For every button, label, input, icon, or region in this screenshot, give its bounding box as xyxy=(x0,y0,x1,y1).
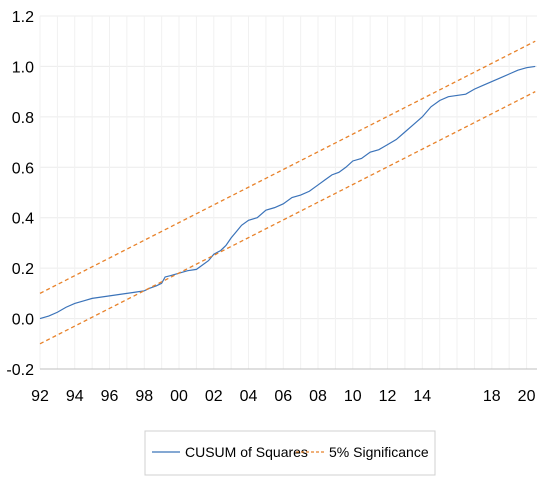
x-tick-label: 14 xyxy=(413,388,431,405)
x-tick-label: 92 xyxy=(31,388,49,405)
y-tick-label: 1.0 xyxy=(12,59,34,76)
x-tick-label: 98 xyxy=(135,388,153,405)
x-tick-label: 08 xyxy=(309,388,327,405)
grid xyxy=(39,15,537,370)
x-tick-label: 10 xyxy=(344,388,362,405)
x-tick-label: 00 xyxy=(170,388,188,405)
y-tick-label: 0.4 xyxy=(12,211,34,228)
legend-box xyxy=(144,430,436,476)
plot-area xyxy=(39,40,536,345)
x-tick-label: 12 xyxy=(379,388,397,405)
y-tick-label: 1.2 xyxy=(12,9,34,26)
legend: CUSUM of Squares 5% Significance xyxy=(144,430,436,476)
legend-label-significance: 5% Significance xyxy=(329,444,429,460)
x-tick-label: 20 xyxy=(518,388,536,405)
y-axis-tick-labels: -0.2 0.0 0.2 0.4 0.6 0.8 1.0 1.2 xyxy=(6,9,34,379)
cusum-line xyxy=(39,65,536,320)
y-tick-label: 0.6 xyxy=(12,160,34,177)
y-tick-label: 0.8 xyxy=(12,110,34,127)
y-tick-label: -0.2 xyxy=(6,362,34,379)
y-tick-label: 0.0 xyxy=(12,312,34,329)
x-tick-label: 04 xyxy=(240,388,258,405)
x-tick-label: 06 xyxy=(274,388,292,405)
x-tick-label: 96 xyxy=(101,388,119,405)
x-tick-label: 18 xyxy=(483,388,501,405)
x-tick-label: 94 xyxy=(66,388,84,405)
upper-significance-line xyxy=(39,40,536,294)
x-axis-tick-labels: 92 94 96 98 00 02 04 06 08 10 12 14 18 20 xyxy=(31,388,535,405)
lower-significance-line xyxy=(39,91,536,345)
x-tick-label: 02 xyxy=(205,388,223,405)
legend-label-cusum: CUSUM of Squares xyxy=(185,444,308,460)
y-tick-label: 0.2 xyxy=(12,261,34,278)
